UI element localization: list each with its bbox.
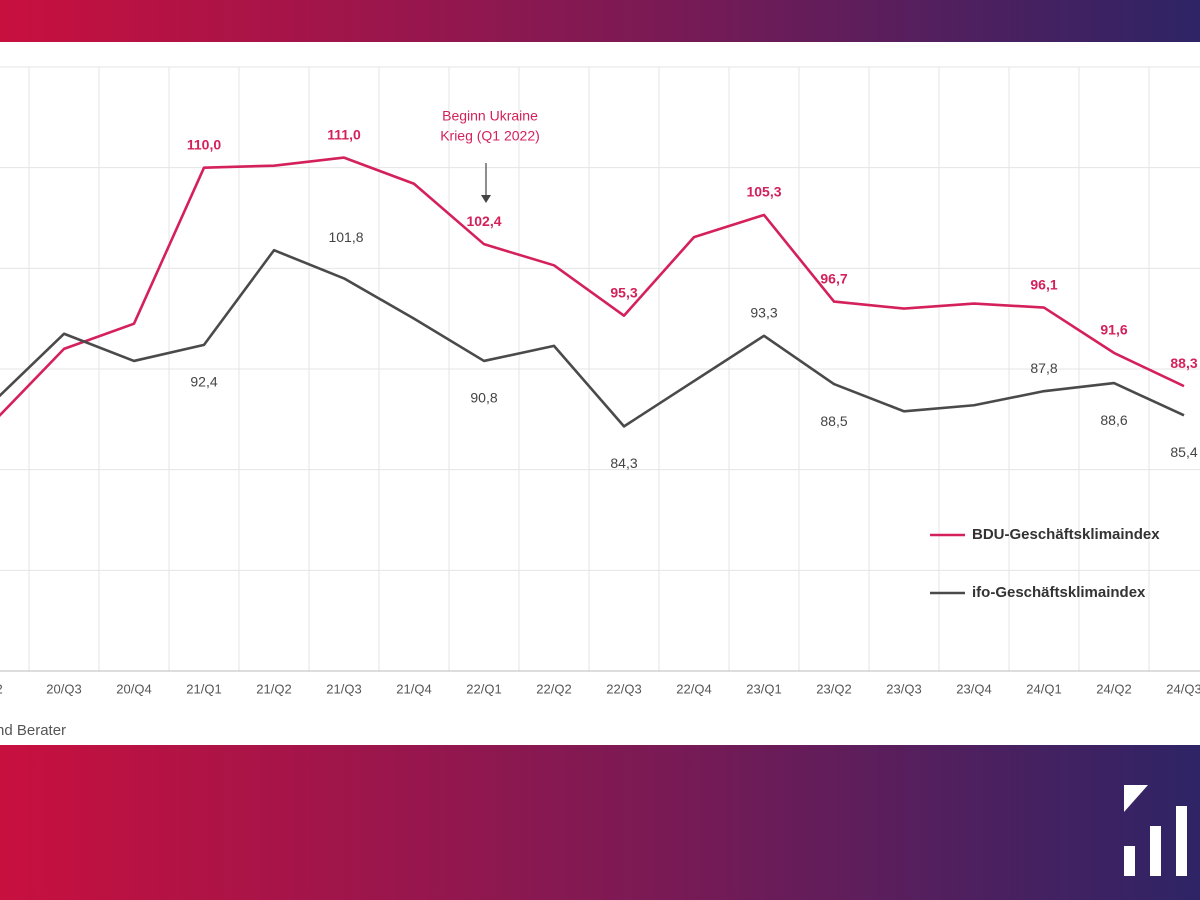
x-tick-label: 22/Q2	[536, 681, 571, 696]
x-tick-label: 22/Q3	[606, 681, 641, 696]
x-tick-label: 20/Q3	[46, 681, 81, 696]
data-label: 110,0	[187, 136, 221, 152]
x-tick-label: 24/Q2	[1096, 681, 1131, 696]
data-label: 90,8	[470, 390, 497, 406]
logo-mark	[1124, 785, 1148, 812]
footer-band	[0, 745, 1200, 900]
legend-label: BDU-Geschäftsklimaindex	[972, 526, 1160, 543]
x-tick-label: 21/Q3	[326, 681, 361, 696]
data-label: 87,8	[1030, 360, 1057, 376]
annotation-text: Krieg (Q1 2022)	[440, 128, 540, 144]
x-tick-label: 21/Q1	[186, 681, 221, 696]
series-line	[0, 248, 1185, 428]
data-label: 95,3	[610, 284, 637, 300]
annotation-arrowhead	[481, 195, 491, 203]
logo-bar	[1124, 846, 1135, 876]
grid	[0, 66, 1200, 672]
data-label: 85,4	[1170, 444, 1197, 460]
logo	[1124, 785, 1187, 876]
x-tick-label: 22/Q1	[466, 681, 501, 696]
data-label: 92,4	[190, 374, 217, 390]
data-label: 105,3	[746, 184, 781, 200]
data-label: 91,6	[1100, 322, 1127, 338]
x-tick-label: 21/Q4	[396, 681, 431, 696]
plot: Q2 20/Q3 20/Q4 21/Q1 21/Q2 21/Q3 21/Q4 22/Q1 22/…	[0, 108, 1200, 696]
x-tick-label: Q2	[0, 681, 3, 696]
data-label: 88,6	[1100, 412, 1127, 428]
data-label: 93,3	[750, 304, 777, 320]
x-tick-label: 23/Q4	[956, 681, 991, 696]
plot-background	[0, 42, 1200, 745]
header-band	[0, 0, 1200, 42]
source-note: nd Berater	[0, 722, 66, 739]
x-tick-label: 22/Q4	[676, 681, 711, 696]
data-label: 84,3	[610, 455, 637, 471]
data-label: 88,3	[1170, 355, 1197, 371]
series-line	[0, 156, 1185, 418]
legend-label: ifo-Geschäftsklimaindex	[972, 584, 1146, 601]
x-tick-label: 23/Q2	[816, 681, 851, 696]
data-label: 111,0	[327, 126, 361, 142]
data-label: 96,1	[1030, 276, 1057, 292]
annotation-text: Beginn Ukraine	[442, 108, 538, 124]
x-tick-label: 23/Q1	[746, 681, 781, 696]
x-tick-label: 21/Q2	[256, 681, 291, 696]
x-tick-label: 23/Q3	[886, 681, 921, 696]
logo-bar	[1150, 826, 1161, 876]
x-tick-label: 24/Q3	[1166, 681, 1200, 696]
data-label: 102,4	[466, 213, 501, 229]
data-label: 88,5	[820, 413, 847, 429]
logo-bar	[1176, 806, 1187, 876]
data-label: 96,7	[820, 270, 847, 286]
data-label: 101,8	[328, 229, 363, 245]
x-tick-label: 24/Q1	[1026, 681, 1061, 696]
x-tick-label: 20/Q4	[116, 681, 151, 696]
